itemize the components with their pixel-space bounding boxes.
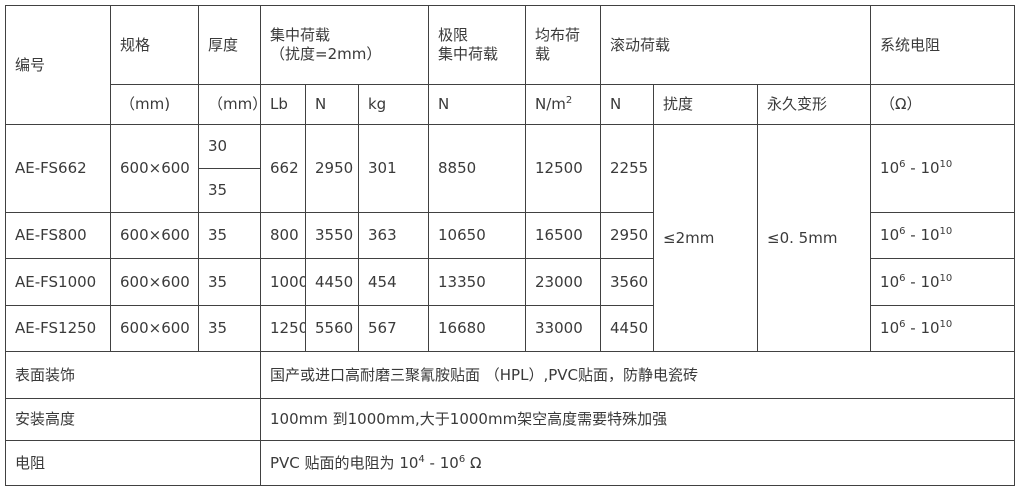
cell-thickness: 35 (198, 305, 261, 352)
footer-value-install-height: 100mm 到1000mm,大于1000mm架空高度需要特殊加强 (259, 398, 1016, 441)
cell-thickness: 35 (198, 258, 261, 306)
cell-spec: 600×600 (110, 212, 199, 259)
cell-rolling-n: 2255 (600, 124, 655, 213)
header-row-2: （mm) （mm） Lb N kg N N/m2 N 扰度 永久变形 （Ω） (6, 84, 1016, 125)
col-header-rolling-load: 滚动荷载 (600, 5, 872, 85)
cell-rolling-n: 4450 (600, 305, 655, 352)
footer-value-resistance: PVC 贴面的电阻为 104 - 106 Ω (259, 440, 1016, 486)
footer-row-install-height: 安装高度 100mm 到1000mm,大于1000mm架空高度需要特殊加强 (5, 398, 1016, 441)
cell-id: AE-FS1250 (5, 305, 111, 352)
floor-spec-table: 编号 规格 厚度 集中荷载 （扰度=2mm） 极限 集中荷载 均布荷 载 滚动荷… (5, 5, 1016, 486)
cell-uniform: 12500 (525, 124, 602, 213)
cell-lb: 800 (260, 212, 306, 259)
cell-ultimate: 8850 (428, 124, 527, 213)
cell-resistance: 106 - 1010 (870, 305, 1016, 352)
table-row: AE-FS662 600×600 30 662 2950 301 8850 12… (5, 124, 1016, 352)
cell-lb: 662 (260, 124, 306, 213)
cell-resistance: 106 - 1010 (870, 212, 1016, 259)
cell-thickness: 35 (198, 212, 261, 259)
footer-label-resistance: 电阻 (5, 440, 261, 486)
cell-uniform: 16500 (525, 212, 602, 259)
unit-thickness-mm: （mm） (198, 84, 261, 125)
unit-kg: kg (357, 84, 430, 125)
table-row: AE-FS1250 600×600 35 1250 5560 567 16680… (5, 305, 1016, 352)
unit-resistance-ohm: （Ω） (870, 84, 1016, 125)
table-row: AE-FS800 600×600 35 800 3550 363 10650 1… (5, 212, 1016, 259)
spec-sheet: 编号 规格 厚度 集中荷载 （扰度=2mm） 极限 集中荷载 均布荷 载 滚动荷… (5, 5, 1016, 486)
cell-kg: 567 (357, 305, 430, 352)
cell-ultimate: 16680 (428, 305, 527, 352)
cell-rolling-n: 2950 (600, 212, 655, 259)
col-header-uniform-load: 均布荷 载 (525, 5, 602, 85)
cell-ultimate: 13350 (428, 258, 527, 306)
cell-ultimate: 10650 (428, 212, 527, 259)
cell-rolling-n: 3560 (600, 258, 655, 306)
cell-uniform: 23000 (525, 258, 602, 306)
footer-label-surface: 表面装饰 (5, 351, 261, 399)
unit-rolling-n: N (600, 84, 655, 125)
cell-n: 4450 (305, 258, 359, 306)
col-header-system-resistance: 系统电阻 (870, 5, 1016, 85)
cell-id: AE-FS662 (5, 124, 111, 213)
unit-uniform-nm2: N/m2 (525, 84, 602, 125)
unit-n: N (305, 84, 359, 125)
unit-spec-mm: （mm) (110, 84, 199, 125)
cell-deflection-merged: ≤2mm (653, 124, 759, 352)
cell-id: AE-FS800 (5, 212, 111, 259)
unit-ultimate-n: N (428, 84, 527, 125)
header-row-1: 编号 规格 厚度 集中荷载 （扰度=2mm） 极限 集中荷载 均布荷 载 滚动荷… (5, 5, 1016, 125)
cell-n: 2950 (305, 124, 359, 213)
table-row: AE-FS1000 600×600 35 1000 4450 454 13350… (5, 258, 1016, 306)
superscript: 6 (458, 453, 466, 465)
superscript: 10 (939, 272, 953, 284)
footer-value-surface: 国产或进口高耐磨三聚氰胺贴面 （HPL）,PVC贴面，防静电瓷砖 (259, 351, 1016, 399)
superscript: 10 (939, 319, 953, 331)
superscript: 6 (899, 272, 906, 284)
cell-resistance: 106 - 1010 (870, 124, 1016, 213)
table-row: 35 (6, 168, 1015, 213)
col-header-concentrated-load: 集中荷载 （扰度=2mm） (259, 5, 430, 85)
superscript: 10 (939, 226, 953, 238)
cell-spec: 600×600 (110, 258, 199, 306)
col-header-thickness: 厚度 (198, 5, 261, 85)
cell-spec: 600×600 (110, 305, 199, 352)
superscript: 6 (899, 319, 906, 331)
cell-n: 3550 (305, 212, 359, 259)
cell-thickness-bottom: 35 (198, 168, 261, 213)
footer-row-surface: 表面装饰 国产或进口高耐磨三聚氰胺贴面 （HPL）,PVC贴面，防静电瓷砖 (5, 351, 1016, 399)
col-header-id: 编号 (5, 5, 111, 125)
superscript: 2 (565, 95, 573, 107)
cell-n: 5560 (305, 305, 359, 352)
cell-lb: 1250 (260, 305, 306, 352)
cell-kg: 363 (357, 212, 430, 259)
cell-id: AE-FS1000 (5, 258, 111, 306)
superscript: 10 (939, 159, 953, 171)
cell-kg: 301 (357, 124, 430, 213)
superscript: 6 (899, 226, 906, 238)
cell-lb: 1000 (260, 258, 306, 306)
subheader-permanent-deformation: 永久变形 (757, 84, 872, 125)
cell-uniform: 33000 (525, 305, 602, 352)
footer-row-resistance: 电阻 PVC 贴面的电阻为 104 - 106 Ω (5, 440, 1016, 486)
subheader-deflection: 扰度 (653, 84, 759, 125)
cell-kg: 454 (357, 258, 430, 306)
cell-permanent-merged: ≤0. 5mm (757, 124, 872, 352)
footer-label-install-height: 安装高度 (5, 398, 261, 441)
cell-thickness-top: 30 (198, 124, 261, 169)
unit-lb: Lb (260, 84, 306, 125)
superscript: 4 (418, 453, 425, 465)
col-header-ultimate-load: 极限 集中荷载 (428, 5, 527, 85)
col-header-spec: 规格 (110, 5, 199, 85)
cell-spec: 600×600 (110, 124, 199, 213)
cell-resistance: 106 - 1010 (870, 258, 1016, 306)
superscript: 6 (899, 159, 906, 171)
